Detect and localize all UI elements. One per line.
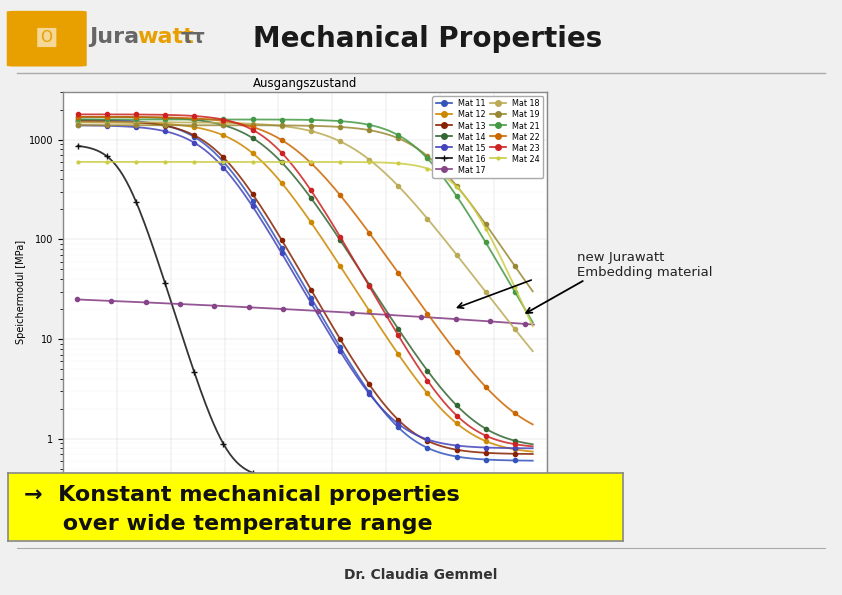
Text: new Jurawatt
Embedding material: new Jurawatt Embedding material	[577, 250, 712, 279]
Text: Mechanical Properties: Mechanical Properties	[253, 24, 602, 53]
Text: →  Konstant mechanical properties: → Konstant mechanical properties	[24, 485, 460, 505]
Text: watt: watt	[137, 27, 194, 47]
Text: over wide temperature range: over wide temperature range	[24, 514, 433, 534]
Text: ττ: ττ	[181, 27, 205, 46]
FancyBboxPatch shape	[7, 11, 87, 67]
Title: Ausgangszustand: Ausgangszustand	[253, 77, 357, 90]
Legend: Mat 11, Mat 12, Mat 13, Mat 14, Mat 15, Mat 16, Mat 17, Mat 18, Mat 19, Mat 21, : Mat 11, Mat 12, Mat 13, Mat 14, Mat 15, …	[432, 96, 543, 178]
Text: Ο: Ο	[40, 30, 52, 45]
Text: ■: ■	[35, 25, 58, 49]
Y-axis label: Speichermodul [MPa]: Speichermodul [MPa]	[16, 239, 26, 344]
Text: Jura: Jura	[89, 27, 140, 47]
Text: Dr. Claudia Gemmel: Dr. Claudia Gemmel	[344, 568, 498, 582]
X-axis label: Temperatur [°C]: Temperatur [°C]	[264, 516, 347, 526]
